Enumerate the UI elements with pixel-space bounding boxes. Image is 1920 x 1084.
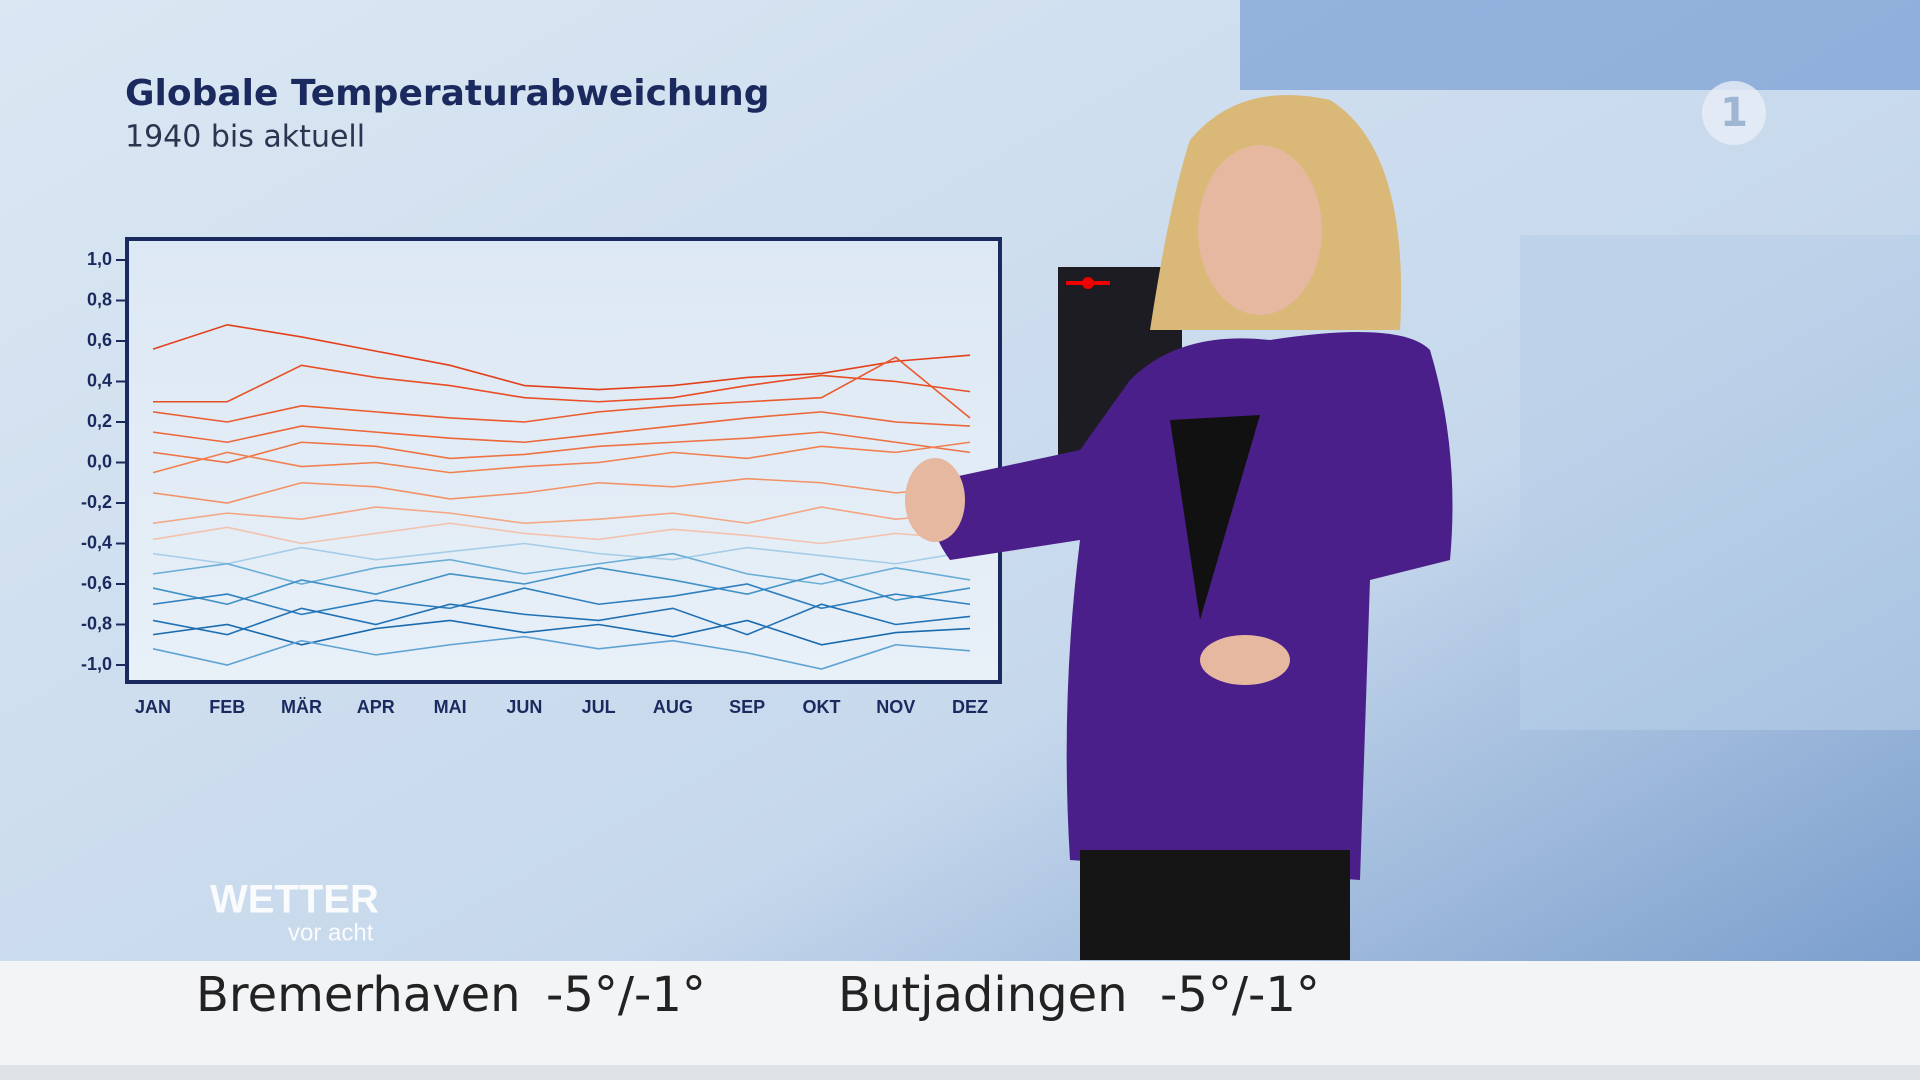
y-tick-label: -0,8 xyxy=(81,613,112,633)
plot xyxy=(152,323,971,670)
y-tick-label: -0,4 xyxy=(81,532,112,552)
series-line xyxy=(152,441,971,474)
ticker-temps: -5°/-1° xyxy=(1160,967,1320,1023)
x-tick-label: JUL xyxy=(582,697,616,717)
x-tick-label: DEZ xyxy=(952,697,988,717)
y-tick-label: 1,0 xyxy=(87,249,112,269)
ticker-edge xyxy=(0,1065,1920,1080)
series-line xyxy=(152,323,971,391)
ticker-city: Bremerhaven xyxy=(196,967,521,1023)
x-tick-label: FEB xyxy=(209,697,245,717)
series-line xyxy=(153,364,971,403)
series-line xyxy=(152,635,971,670)
legend-marker xyxy=(1082,277,1094,289)
logo-title: WETTER xyxy=(210,878,379,922)
y-tick-label: -0,2 xyxy=(81,492,112,512)
x-tick-label: MAI xyxy=(434,697,467,717)
ticker-temps: -5°/-1° xyxy=(546,967,706,1023)
series-line xyxy=(152,583,971,616)
series-line xyxy=(152,552,971,585)
series-line xyxy=(152,566,971,606)
series-line xyxy=(152,411,971,444)
y-tick-label: 0,2 xyxy=(87,411,112,431)
y-tick-label: 0,6 xyxy=(87,330,112,350)
series-line xyxy=(152,506,971,525)
ticker-city: Butjadingen xyxy=(838,967,1128,1023)
x-tick-label: OKT xyxy=(802,697,840,717)
x-tick-label: NOV xyxy=(876,697,915,717)
series-line xyxy=(152,522,971,545)
y-tick-label: 0,8 xyxy=(87,289,112,309)
ticker-band xyxy=(0,961,1920,1065)
presenter xyxy=(905,95,1453,960)
studio-panel xyxy=(1240,0,1920,90)
x-tick-label: JAN xyxy=(135,697,171,717)
series-line xyxy=(152,619,971,646)
series-line xyxy=(152,477,971,504)
channel-logo-text: 1 xyxy=(1720,90,1748,136)
y-tick-label: -0,6 xyxy=(81,573,112,593)
y-tick-label: 0,0 xyxy=(87,451,112,471)
series-line xyxy=(152,431,971,464)
x-tick-label: APR xyxy=(357,697,395,717)
y-tick-label: 0,4 xyxy=(87,370,112,390)
x-tick-label: SEP xyxy=(729,697,765,717)
studio-panel xyxy=(1520,235,1920,730)
channel-logo xyxy=(1702,81,1766,145)
chart-title: Globale Temperaturabweichung xyxy=(125,73,770,114)
x-tick-label: AUG xyxy=(653,697,693,717)
series-line xyxy=(152,542,971,565)
x-tick-label: MÄR xyxy=(281,697,322,717)
x-tick-label: JUN xyxy=(506,697,542,717)
logo-subtitle: vor acht xyxy=(288,919,374,946)
series-line xyxy=(152,356,971,423)
plot-frame xyxy=(125,237,1002,684)
y-tick-label: -1,0 xyxy=(81,654,112,674)
chart-subtitle: 1940 bis aktuell xyxy=(125,120,365,155)
series-line xyxy=(152,603,971,636)
